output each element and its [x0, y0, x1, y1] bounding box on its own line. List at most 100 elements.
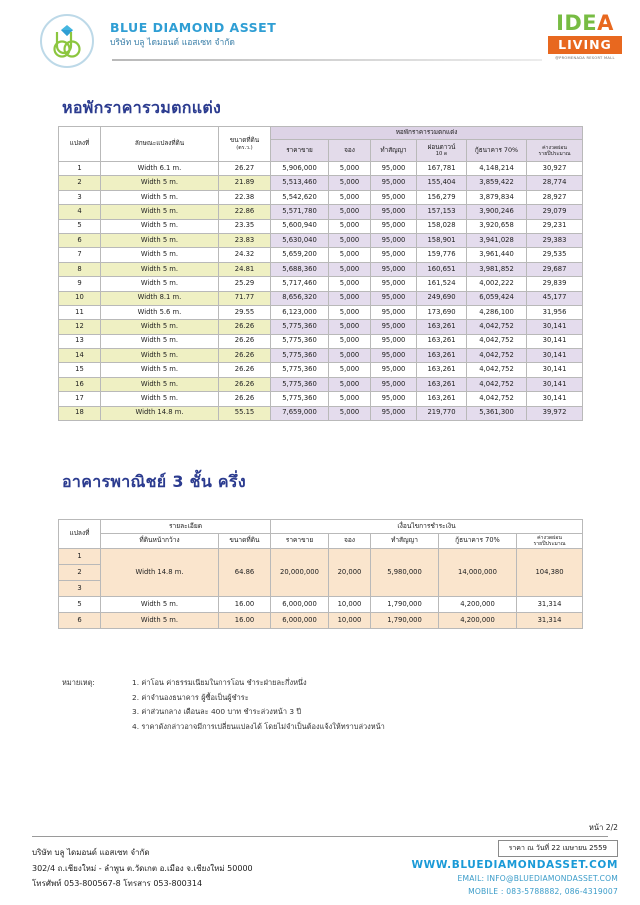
cell-frontage: Width 14.8 m. — [100, 548, 219, 597]
header-divider — [112, 59, 542, 61]
blue-diamond-logo-icon — [40, 14, 94, 68]
cell-plot: 5 — [58, 218, 101, 234]
th-down: ผ่อนดาวน์ 10 ด — [416, 139, 467, 162]
cell-land-type: Width 5 m. — [100, 261, 219, 278]
table-row: 2 Width 5 m. 21.89 5,513,460 5,000 95,000 155,… — [58, 175, 584, 191]
cell-down: 155,404 — [416, 175, 467, 191]
cell-booking: 5,000 — [328, 189, 371, 206]
cell-plot: 3 — [58, 580, 101, 597]
cell-plot: 14 — [58, 348, 101, 364]
table-row: 17 Width 5 m. 26.26 5,775,360 5,000 95,000 163… — [58, 391, 584, 407]
cell-plot: 18 — [58, 405, 101, 422]
cell-down: 159,776 — [416, 247, 467, 263]
cell-installment: 30,141 — [525, 333, 584, 350]
cell-plot: 15 — [58, 362, 101, 378]
footer-company-name: บริษัท บลู ไดมอนด์ แอสเซท จำกัด — [32, 848, 150, 857]
cell-frontage: Width 5 m. — [100, 612, 219, 629]
cell-contract: 95,000 — [370, 391, 417, 407]
cell-land-type: Width 5 m. — [100, 189, 219, 206]
cell-price: 6,123,000 — [270, 304, 329, 321]
cell-contract: 95,000 — [370, 304, 417, 321]
cell-installment: 29,687 — [525, 261, 584, 278]
cell-land-type: Width 14.8 m. — [100, 405, 219, 422]
table-row: 3 — [58, 580, 583, 597]
cell-loan: 3,879,834 — [466, 189, 527, 206]
table-row: 1 Width 14.8 m. 64.86 20,000,000 20,000 5,980… — [58, 548, 584, 597]
cell-land-size: 24.81 — [218, 261, 271, 278]
cell-installment: 30,141 — [525, 319, 584, 335]
footer-website-link[interactable]: WWW.BLUEDIAMONDASSET.COM — [411, 859, 618, 871]
th-loan: กู้ธนาคาร 70% — [466, 139, 527, 162]
cell-booking: 5,000 — [328, 247, 371, 263]
cell-price: 5,542,620 — [270, 189, 329, 206]
cell-price: 6,000,000 — [270, 612, 329, 629]
cell-loan: 3,900,246 — [466, 204, 527, 220]
cell-booking: 5,000 — [328, 290, 371, 306]
cell-loan: 3,920,658 — [466, 218, 527, 234]
cell-land-type: Width 5 m. — [100, 232, 219, 249]
housing-table-body: 1 Width 6.1 m. 26.27 5,906,000 5,000 95,000 16… — [58, 160, 584, 422]
cell-booking: 20,000 — [328, 548, 371, 597]
cell-installment: 30,141 — [525, 348, 584, 364]
cell-land-size: 25.29 — [218, 276, 271, 292]
cell-plot: 16 — [58, 376, 101, 393]
cell-loan: 4,042,752 — [466, 333, 527, 350]
cell-down: 163,261 — [416, 333, 467, 350]
th2-installment: ค่างวดผ่อน รายปีประมาณ — [515, 533, 584, 549]
cell-loan: 4,042,752 — [466, 391, 527, 407]
table-row: 12 Width 5 m. 26.26 5,775,360 5,000 95,000 163… — [58, 319, 584, 335]
cell-land-type: Width 8.1 m. — [100, 290, 219, 306]
cell-contract: 95,000 — [370, 405, 417, 422]
th2-group-details: รายละเอียด — [100, 519, 271, 534]
cell-land-type: Width 5.6 m. — [100, 304, 219, 321]
cell-down: 249,690 — [416, 290, 467, 306]
cell-booking: 5,000 — [328, 391, 371, 407]
cell-land-size: 16.00 — [218, 596, 271, 613]
cell-booking: 5,000 — [328, 333, 371, 350]
table-row: 11 Width 5.6 m. 29.55 6,123,000 5,000 95,000 1… — [58, 304, 584, 321]
cell-installment: 29,383 — [525, 232, 584, 249]
cell-price: 5,775,360 — [270, 391, 329, 407]
cell-installment: 45,177 — [525, 290, 584, 306]
idea-tagline: @PROMENADA RESORT MALL — [555, 56, 615, 60]
cell-loan: 3,859,422 — [466, 175, 527, 191]
cell-plot: 4 — [58, 204, 101, 220]
cell-land-size: 26.26 — [218, 319, 271, 335]
th-installment-sub: รายปีประมาณ — [538, 150, 571, 157]
page-header: BLUE DIAMOND ASSET บริษัท บลู ไดมอนด์ แอ… — [0, 0, 640, 80]
cell-plot: 3 — [58, 189, 101, 206]
cell-land-type: Width 5 m. — [100, 319, 219, 335]
cell-land-size: 21.89 — [218, 175, 271, 191]
table-row: 18 Width 14.8 m. 55.15 7,659,000 5,000 95,000… — [58, 405, 584, 422]
table-row: 10 Width 8.1 m. 71.77 8,656,320 5,000 95,000 2… — [58, 290, 584, 306]
cell-price: 5,775,360 — [270, 348, 329, 364]
th-contract: ทำสัญญา — [370, 139, 417, 162]
cell-contract: 95,000 — [370, 290, 417, 306]
cell-land-type: Width 5 m. — [100, 218, 219, 234]
cell-price: 5,775,360 — [270, 362, 329, 378]
footer-email[interactable]: EMAIL: INFO@BLUEDIAMONDASSET.COM — [457, 874, 618, 883]
th-booking: จอง — [328, 139, 371, 162]
th-installment: ค่างวดผ่อน รายปีประมาณ — [525, 139, 584, 162]
cell-booking: 10,000 — [328, 596, 371, 613]
cell-loan: 4,042,752 — [466, 348, 527, 364]
cell-price: 5,688,360 — [270, 261, 329, 278]
cell-booking: 5,000 — [328, 204, 371, 220]
table-row: 9 Width 5 m. 25.29 5,717,460 5,000 95,000 161,… — [58, 276, 584, 292]
cell-booking: 5,000 — [328, 218, 371, 234]
cell-land-size: 26.26 — [218, 348, 271, 364]
cell-land-type: Width 5 m. — [100, 376, 219, 393]
cell-land-type: Width 5 m. — [100, 204, 219, 220]
cell-land-type: Width 5 m. — [100, 391, 219, 407]
table-row: 4 Width 5 m. 22.86 5,571,780 5,000 95,000 157,… — [58, 204, 584, 220]
housing-table-head: แปลงที่ ลักษณะแปลงที่ดิน ขนาดที่ดิน (ตร.… — [58, 126, 584, 162]
cell-price: 5,906,000 — [270, 160, 329, 177]
cell-down: 160,651 — [416, 261, 467, 278]
th-down-label: ผ่อนดาวน์ — [427, 142, 456, 151]
cell-land-size: 64.86 — [218, 548, 271, 597]
cell-loan: 3,941,028 — [466, 232, 527, 249]
cell-land-size: 22.38 — [218, 189, 271, 206]
notes-label: หมายเหตุ: — [62, 678, 95, 687]
cell-plot: 12 — [58, 319, 101, 335]
cell-contract: 95,000 — [370, 175, 417, 191]
